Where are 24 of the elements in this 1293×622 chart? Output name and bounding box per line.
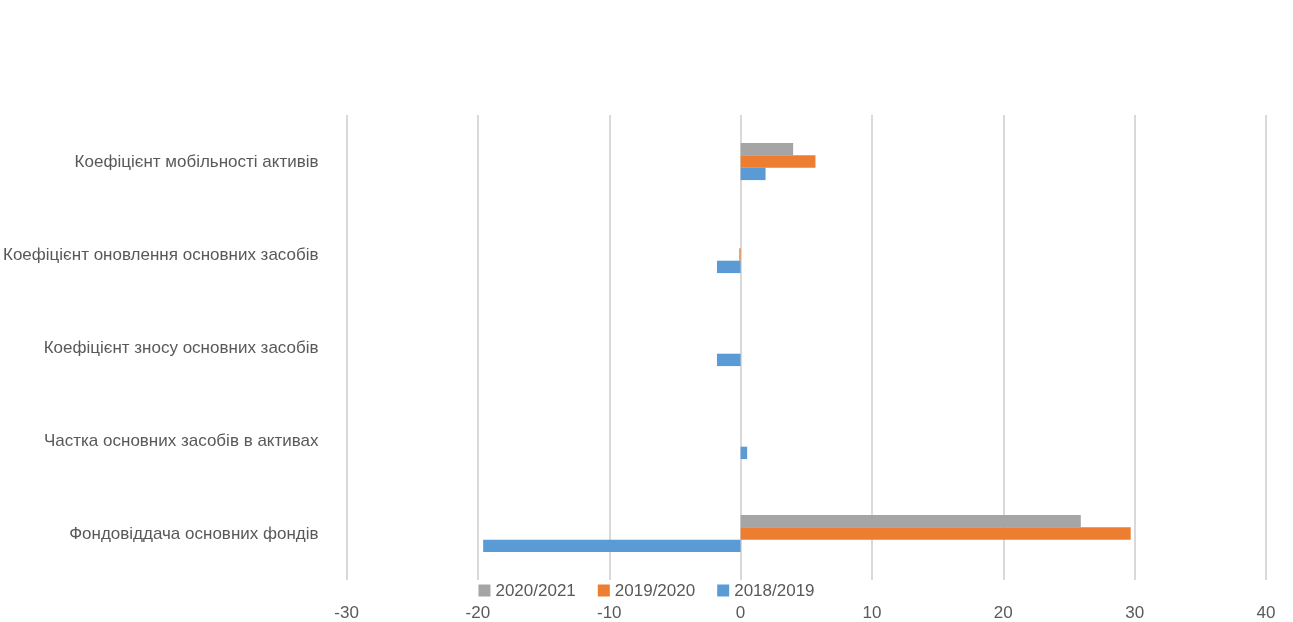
bar — [740, 155, 816, 168]
y-tick-label: Частка основних засобів в активах — [43, 431, 320, 450]
x-tick-label: 10 — [862, 603, 882, 622]
x-tick-label: 20 — [993, 603, 1013, 622]
y-tick-label: Фондовіддача основних фондів — [69, 524, 319, 543]
y-tick-label: Коефіцієнт мобільності активів — [74, 152, 319, 171]
bar — [483, 539, 741, 553]
bar — [716, 353, 741, 367]
x-tick-label: 30 — [1125, 603, 1145, 622]
bar — [740, 142, 794, 156]
legend-label: 2020/2021 — [495, 581, 576, 600]
bar — [716, 260, 741, 274]
bar — [740, 514, 1081, 528]
bar — [740, 527, 1131, 540]
bar — [740, 167, 766, 181]
legend-label: 2018/2019 — [734, 581, 815, 600]
legend-label: 2019/2020 — [614, 581, 696, 600]
y-tick-label: Коефіцієнт оновлення основних засобів — [2, 245, 319, 264]
x-tick-label: 40 — [1256, 603, 1276, 622]
x-tick-label: -10 — [596, 603, 622, 622]
x-tick-label: 0 — [735, 603, 746, 622]
y-tick-label: Коефіцієнт зносу основних засобів — [43, 338, 319, 357]
x-tick-label: -20 — [465, 603, 491, 622]
x-tick-label: -30 — [334, 603, 359, 622]
